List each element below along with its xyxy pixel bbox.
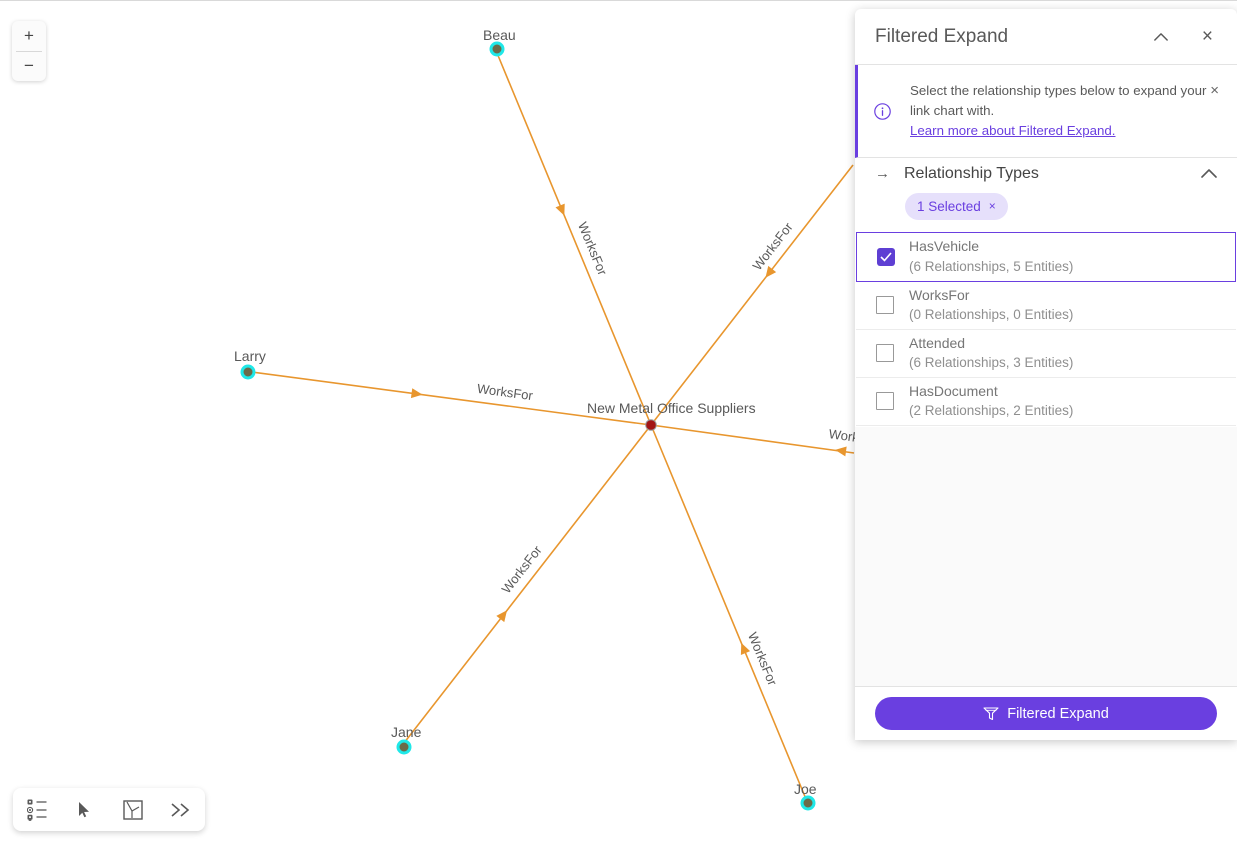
svg-text:WorksFor: WorksFor: [575, 220, 611, 278]
svg-text:WorksFor: WorksFor: [476, 381, 534, 403]
svg-text:WorksFor: WorksFor: [745, 630, 781, 688]
